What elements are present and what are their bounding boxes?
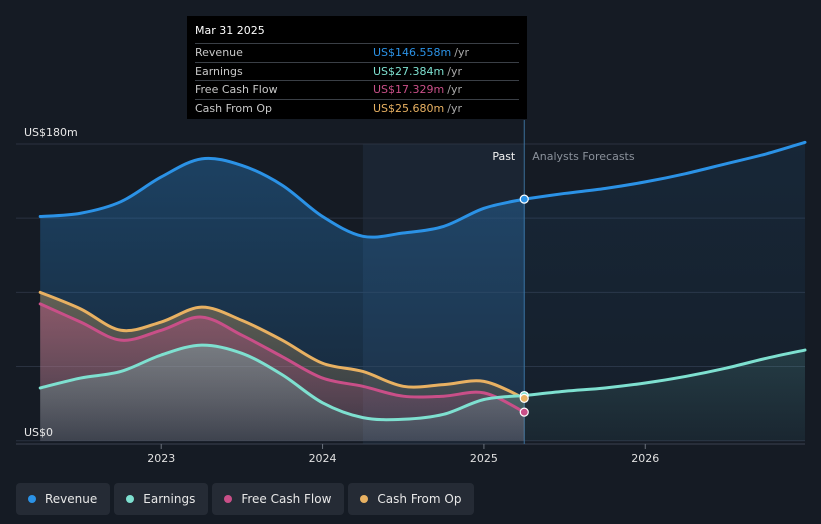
- legend-item-revenue[interactable]: Revenue: [16, 483, 111, 515]
- legend-label: Earnings: [143, 492, 196, 506]
- revenue-marker: [519, 194, 529, 204]
- earnings-area: [40, 345, 525, 441]
- tooltip-row-earnings: Earnings US$27.384m /yr: [195, 61, 519, 81]
- x-tick-label: 2026: [631, 452, 659, 465]
- tooltip-row-cash-from-op: Cash From Op US$25.680m /yr: [195, 98, 519, 118]
- tooltip-row-free-cash-flow: Free Cash Flow US$17.329m /yr: [195, 80, 519, 99]
- earnings-forecast-line: [522, 348, 807, 398]
- revenue-line: [38, 156, 526, 239]
- legend-item-cash-from-op[interactable]: Cash From Op: [348, 483, 475, 515]
- past-label: Past: [492, 150, 516, 163]
- tooltip: Mar 31 2025 Revenue US$146.558m /yr Earn…: [187, 16, 527, 119]
- legend-label: Revenue: [45, 492, 98, 506]
- y-axis-label-max: US$180m: [24, 126, 78, 139]
- tooltip-value: US$146.558m: [373, 46, 452, 59]
- free-cash-flow-line: [38, 302, 526, 414]
- cash-from-op-line: [38, 290, 526, 400]
- legend-label: Free Cash Flow: [241, 492, 332, 506]
- legend-label: Cash From Op: [377, 492, 462, 506]
- tooltip-label: Free Cash Flow: [195, 83, 278, 96]
- tooltip-row-revenue: Revenue US$146.558m /yr: [195, 43, 519, 62]
- legend-dot-icon: [224, 495, 233, 503]
- legend-dot-icon: [28, 495, 36, 503]
- earnings-forecast-area: [524, 350, 805, 441]
- y-axis-label-zero: US$0: [24, 426, 53, 439]
- tooltip-value: US$17.329m: [373, 83, 445, 96]
- tooltip-unit: /yr: [447, 101, 462, 115]
- tooltip-value: US$27.384m: [373, 64, 445, 78]
- tooltip-label: Cash From Op: [195, 101, 273, 115]
- tooltip-unit: /yr: [454, 46, 469, 59]
- revenue-forecast-line: [522, 140, 807, 201]
- legend-dot-icon: [360, 495, 369, 503]
- tooltip-unit: /yr: [447, 83, 462, 96]
- tooltip-label: Revenue: [195, 46, 243, 59]
- x-tick-label: 2024: [309, 452, 337, 465]
- legend-item-free-cash-flow[interactable]: Free Cash Flow: [212, 483, 345, 515]
- free-cash-flow-marker: [519, 407, 529, 417]
- x-tick-label: 2023: [147, 452, 175, 465]
- forecast-label: Analysts Forecasts: [532, 150, 635, 163]
- tooltip-unit: /yr: [447, 64, 462, 78]
- cash-from-op-marker: [519, 393, 529, 403]
- tooltip-date: Mar 31 2025: [195, 24, 265, 37]
- x-tick-label: 2025: [470, 452, 498, 465]
- legend-dot-icon: [126, 495, 135, 503]
- tooltip-value: US$25.680m: [373, 101, 445, 115]
- tooltip-label: Earnings: [195, 64, 243, 78]
- earnings-line: [38, 343, 526, 422]
- legend: Revenue Earnings Free Cash Flow Cash Fro…: [16, 483, 475, 515]
- legend-item-earnings[interactable]: Earnings: [114, 483, 209, 515]
